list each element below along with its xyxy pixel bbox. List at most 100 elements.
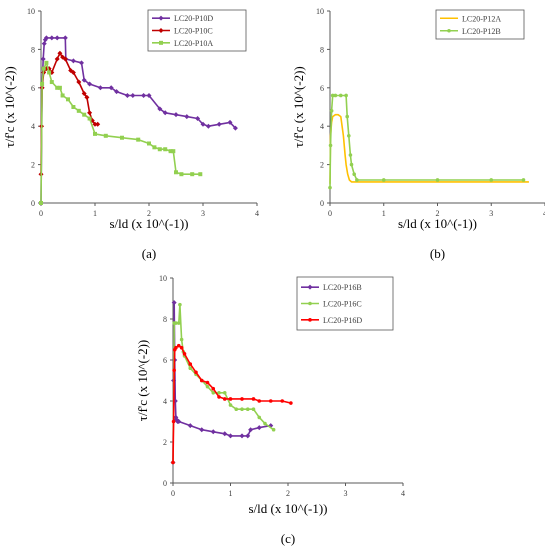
data-point bbox=[251, 407, 256, 412]
data-point bbox=[43, 35, 49, 41]
data-point bbox=[349, 162, 354, 167]
legend-label: LC20-P12A bbox=[462, 14, 501, 23]
y-tick-label: 4 bbox=[31, 122, 35, 131]
y-axis-title: τ/f'c (x 10^(-2)) bbox=[291, 66, 306, 148]
series-line-LC20-P16B bbox=[172, 301, 271, 463]
data-point bbox=[76, 79, 82, 85]
data-point bbox=[228, 433, 233, 439]
data-point bbox=[44, 60, 49, 65]
data-point bbox=[84, 94, 90, 100]
data-point bbox=[152, 145, 157, 150]
x-tick-label: 0 bbox=[328, 209, 332, 218]
data-point bbox=[47, 70, 52, 75]
y-tick-label: 4 bbox=[163, 397, 167, 406]
series-line-LC20-P12B bbox=[329, 94, 524, 188]
legend: LC20-P16B LC20-P16C LC20-P16D bbox=[296, 276, 394, 331]
data-point bbox=[182, 352, 187, 356]
data-point bbox=[222, 431, 228, 437]
data-point bbox=[66, 97, 70, 102]
legend-marker bbox=[159, 40, 163, 45]
data-point bbox=[141, 92, 147, 98]
legend-marker bbox=[308, 318, 312, 322]
data-point bbox=[489, 178, 494, 182]
data-point bbox=[222, 391, 227, 395]
y-tick-label: 8 bbox=[31, 45, 35, 54]
data-point bbox=[157, 106, 163, 112]
data-point bbox=[174, 321, 178, 325]
y-tick-label: 8 bbox=[320, 45, 324, 54]
data-point bbox=[347, 134, 351, 138]
y-tick-label: 4 bbox=[320, 122, 324, 131]
data-point bbox=[245, 407, 250, 412]
data-point bbox=[79, 60, 84, 66]
legend-marker bbox=[447, 28, 451, 33]
data-point bbox=[57, 85, 62, 90]
data-point bbox=[76, 108, 81, 113]
data-point bbox=[81, 91, 87, 97]
data-point bbox=[120, 135, 124, 140]
data-point bbox=[248, 427, 254, 433]
data-point bbox=[82, 112, 87, 117]
y-axis-title: τ/f'c (x 10^(-2)) bbox=[135, 340, 150, 422]
data-point bbox=[435, 178, 440, 182]
data-point bbox=[114, 89, 120, 95]
y-tick-label: 0 bbox=[163, 479, 167, 488]
x-tick-label: 2 bbox=[147, 209, 151, 218]
data-point bbox=[70, 58, 76, 64]
data-point bbox=[240, 397, 244, 401]
x-tick-label: 4 bbox=[401, 489, 405, 498]
data-point bbox=[157, 147, 162, 152]
data-point bbox=[195, 116, 201, 122]
data-point bbox=[168, 149, 173, 154]
data-point bbox=[194, 370, 198, 375]
data-point bbox=[217, 391, 221, 395]
data-point bbox=[179, 172, 184, 177]
data-point bbox=[49, 80, 54, 85]
data-point bbox=[352, 172, 356, 176]
y-axis-title: τ/f'c (x 10^(-2)) bbox=[2, 66, 17, 148]
series-line-LC20-P10A bbox=[40, 61, 201, 204]
series-line-LC20-P16C bbox=[172, 303, 275, 463]
data-point bbox=[95, 121, 101, 127]
chart-panel-2: 0 2 4 6 8 10 0 1 2 3 4 s/ld (x 10^(-1)) τ/f'c (x 10^… bbox=[291, 7, 545, 261]
data-point bbox=[199, 427, 205, 433]
data-point bbox=[187, 423, 193, 429]
data-point bbox=[103, 133, 108, 138]
data-point bbox=[205, 123, 211, 129]
data-point bbox=[190, 172, 195, 177]
data-point bbox=[268, 399, 273, 403]
data-point bbox=[176, 419, 182, 424]
data-point bbox=[81, 77, 87, 83]
data-point bbox=[188, 366, 193, 371]
data-point bbox=[217, 395, 221, 399]
data-point bbox=[211, 386, 216, 391]
data-point bbox=[41, 41, 47, 47]
legend-label: LC20-P10D bbox=[174, 14, 213, 23]
data-point bbox=[200, 121, 206, 127]
legend-marker bbox=[158, 15, 164, 21]
data-point bbox=[108, 85, 114, 91]
y-tick-label: 10 bbox=[316, 7, 324, 16]
data-point bbox=[205, 380, 210, 385]
x-tick-label: 0 bbox=[39, 209, 43, 218]
data-point bbox=[228, 397, 233, 401]
data-point bbox=[70, 69, 76, 75]
legend-label: LC20-P10C bbox=[174, 27, 213, 36]
data-point bbox=[227, 119, 233, 125]
data-point bbox=[240, 407, 244, 412]
data-point bbox=[184, 114, 190, 120]
data-point bbox=[40, 56, 46, 62]
panel-label: (a) bbox=[142, 246, 156, 261]
data-point bbox=[216, 121, 222, 127]
y-tick-label: 2 bbox=[320, 161, 324, 170]
data-point bbox=[179, 345, 184, 350]
data-point bbox=[338, 93, 343, 98]
data-point bbox=[333, 93, 338, 98]
data-point bbox=[87, 110, 93, 116]
data-point bbox=[162, 110, 168, 116]
y-tick-label: 8 bbox=[163, 315, 167, 324]
data-point bbox=[521, 178, 526, 182]
legend: LC20-P10D LC20-P10C LC20-P10A bbox=[147, 9, 247, 52]
data-point bbox=[174, 170, 178, 175]
